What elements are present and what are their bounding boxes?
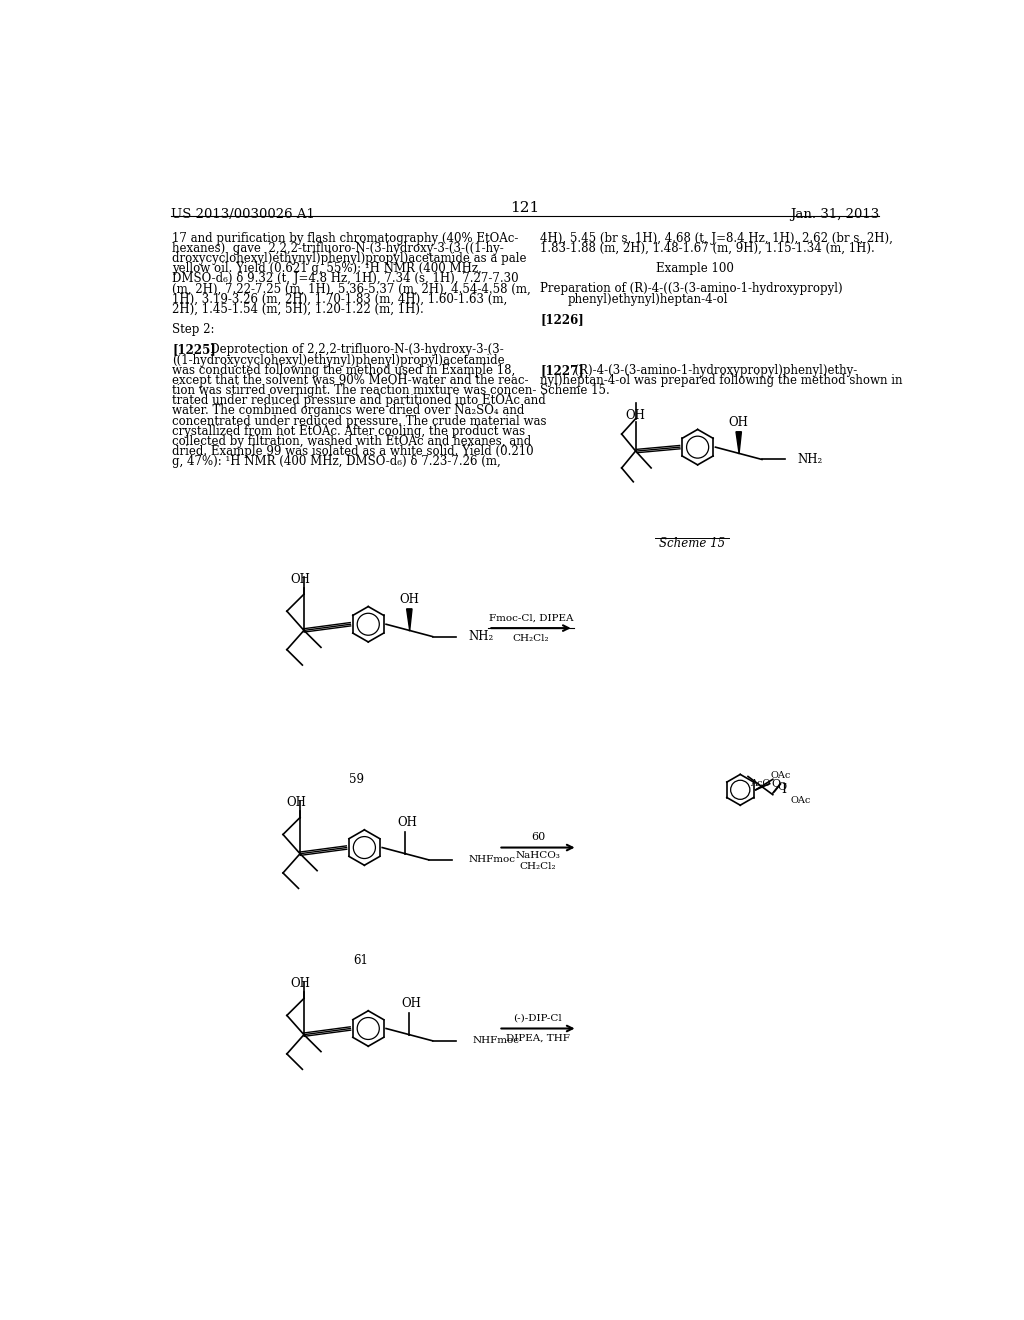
Text: US 2013/0030026 A1: US 2013/0030026 A1 [171,209,314,222]
Text: ((1-hydroxycyclohexyl)ethynyl)phenyl)propyl)acetamide: ((1-hydroxycyclohexyl)ethynyl)phenyl)pro… [172,354,505,367]
Text: droxycyclohexyl)ethynyl)phenyl)propyl)acetamide as a pale: droxycyclohexyl)ethynyl)phenyl)propyl)ac… [172,252,526,265]
Text: 4H), 5.45 (br s, 1H), 4.68 (t, J=8.4 Hz, 1H), 2.62 (br s, 2H),: 4H), 5.45 (br s, 1H), 4.68 (t, J=8.4 Hz,… [541,231,893,244]
Text: [1227]: [1227] [541,364,584,376]
Text: 1H), 3.19-3.26 (m, 2H), 1.70-1.83 (m, 4H), 1.60-1.63 (m,: 1H), 3.19-3.26 (m, 2H), 1.70-1.83 (m, 4H… [172,293,508,305]
Text: phenyl)ethynyl)heptan-4-ol: phenyl)ethynyl)heptan-4-ol [567,293,728,305]
Text: Step 2:: Step 2: [172,323,215,337]
Text: NHFmoc: NHFmoc [473,1036,520,1045]
Text: 17 and purification by flash chromatography (40% EtOAc-: 17 and purification by flash chromatogra… [172,231,518,244]
Text: AcO: AcO [751,779,771,788]
Text: 61: 61 [353,954,368,968]
Text: OH: OH [399,593,419,606]
Text: CH₂Cl₂: CH₂Cl₂ [519,862,556,870]
Text: 1.83-1.88 (m, 2H), 1.48-1.67 (m, 9H), 1.15-1.34 (m, 1H).: 1.83-1.88 (m, 2H), 1.48-1.67 (m, 9H), 1.… [541,242,876,255]
Text: Example 100: Example 100 [656,263,734,275]
Text: Scheme 15: Scheme 15 [659,537,725,550]
Text: DMSO-d₆) δ 9.32 (t, J=4.8 Hz, 1H), 7.34 (s, 1H), 7.27-7.30: DMSO-d₆) δ 9.32 (t, J=4.8 Hz, 1H), 7.34 … [172,272,519,285]
Text: water. The combined organics were dried over Na₂SO₄ and: water. The combined organics were dried … [172,404,524,417]
Text: 60: 60 [530,832,545,842]
Text: DIPEA, THF: DIPEA, THF [506,1034,570,1043]
Text: trated under reduced pressure and partitioned into EtOAc and: trated under reduced pressure and partit… [172,395,546,407]
Text: crystallized from hot EtOAc. After cooling, the product was: crystallized from hot EtOAc. After cooli… [172,425,525,438]
Text: (-)-DIP-Cl: (-)-DIP-Cl [514,1014,562,1022]
Text: Preparation of (R)-4-((3-(3-amino-1-hydroxypropyl): Preparation of (R)-4-((3-(3-amino-1-hydr… [541,282,843,296]
Polygon shape [736,432,741,453]
Text: Fmoc-Cl, DIPEA: Fmoc-Cl, DIPEA [488,614,573,623]
Text: Scheme 15.: Scheme 15. [541,384,610,397]
Text: OH: OH [729,416,749,429]
Text: NH₂: NH₂ [468,630,494,643]
Text: NH₂: NH₂ [798,453,823,466]
Text: O: O [777,781,786,792]
Text: I: I [781,783,786,796]
Text: OH: OH [626,409,645,421]
Text: [1225]: [1225] [172,343,216,356]
Text: was conducted following the method used in Example 18,: was conducted following the method used … [172,364,515,376]
Polygon shape [407,609,412,631]
Text: OAc: OAc [791,796,811,805]
Text: Jan. 31, 2013: Jan. 31, 2013 [790,209,879,222]
Text: [1226]: [1226] [541,313,584,326]
Text: OAc: OAc [770,771,791,780]
Text: 121: 121 [510,201,540,215]
Text: OH: OH [290,573,310,586]
Text: except that the solvent was 90% MeOH-water and the reac-: except that the solvent was 90% MeOH-wat… [172,374,528,387]
Text: 2H), 1.45-1.54 (m, 5H), 1.20-1.22 (m, 1H).: 2H), 1.45-1.54 (m, 5H), 1.20-1.22 (m, 1H… [172,302,424,315]
Text: OH: OH [287,796,306,809]
Text: collected by filtration, washed with EtOAc and hexanes, and: collected by filtration, washed with EtO… [172,434,531,447]
Text: Deprotection of 2,2,2-trifluoro-N-(3-hydroxy-3-(3-: Deprotection of 2,2,2-trifluoro-N-(3-hyd… [199,343,503,356]
Text: yellow oil. Yield (0.621 g, 55%): ¹H NMR (400 MHz,: yellow oil. Yield (0.621 g, 55%): ¹H NMR… [172,263,482,275]
Text: OH: OH [397,816,417,829]
Text: CH₂Cl₂: CH₂Cl₂ [513,635,549,643]
Text: NaHCO₃: NaHCO₃ [515,851,560,859]
Text: OH: OH [290,977,310,990]
Text: dried. Example 99 was isolated as a white solid. Yield (0.210: dried. Example 99 was isolated as a whit… [172,445,534,458]
Text: OH: OH [401,998,421,1010]
Text: (R)-4-(3-(3-amino-1-hydroxypropyl)phenyl)ethy-: (R)-4-(3-(3-amino-1-hydroxypropyl)phenyl… [566,364,857,376]
Text: g, 47%): ¹H NMR (400 MHz, DMSO-d₆) δ 7.23-7.26 (m,: g, 47%): ¹H NMR (400 MHz, DMSO-d₆) δ 7.2… [172,455,501,469]
Text: O: O [771,779,780,788]
Text: nyl)heptan-4-ol was prepared following the method shown in: nyl)heptan-4-ol was prepared following t… [541,374,903,387]
Text: 59: 59 [349,774,365,787]
Text: hexanes)  gave  2,2,2-trifluoro-N-(3-hydroxy-3-(3-((1-hy-: hexanes) gave 2,2,2-trifluoro-N-(3-hydro… [172,242,504,255]
Text: NHFmoc: NHFmoc [469,855,516,865]
Text: tion was stirred overnight. The reaction mixture was concen-: tion was stirred overnight. The reaction… [172,384,537,397]
Text: concentrated under reduced pressure. The crude material was: concentrated under reduced pressure. The… [172,414,547,428]
Text: (m, 2H), 7.22-7.25 (m, 1H), 5.36-5.37 (m, 2H), 4.54-4.58 (m,: (m, 2H), 7.22-7.25 (m, 1H), 5.36-5.37 (m… [172,282,530,296]
